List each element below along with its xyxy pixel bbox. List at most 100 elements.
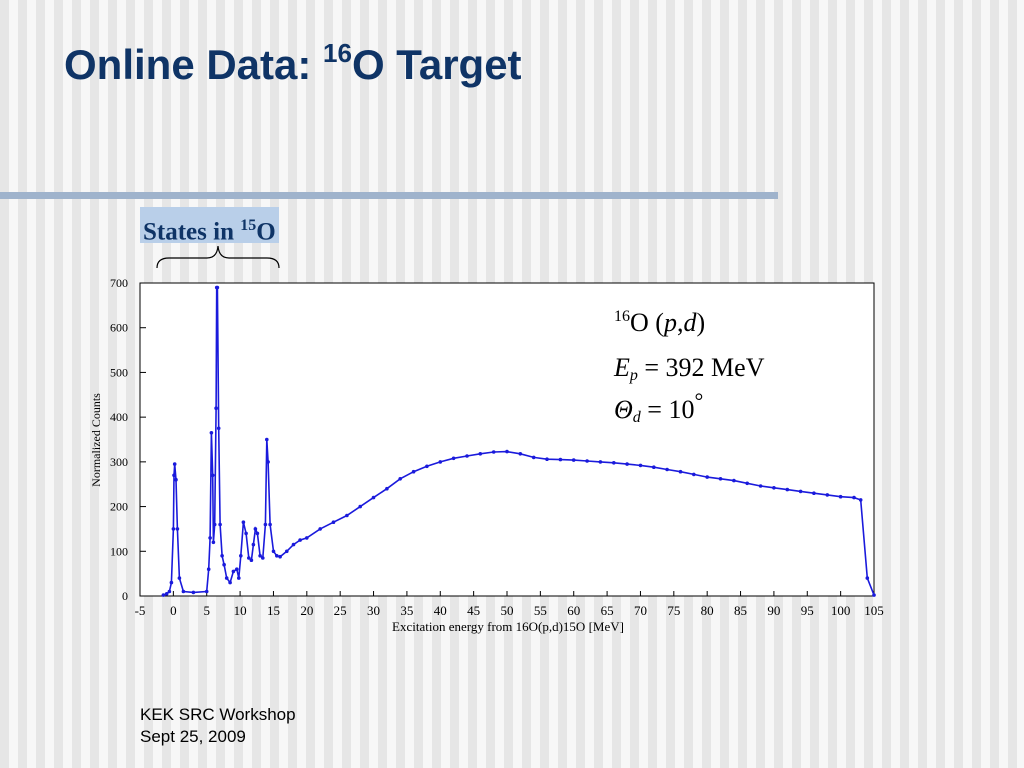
data-point <box>216 426 221 431</box>
x-tick-label: 30 <box>367 603 380 618</box>
data-point <box>175 527 180 531</box>
x-tick-label: 90 <box>767 603 780 618</box>
data-point <box>161 593 166 597</box>
data-point <box>858 498 863 502</box>
data-point <box>692 472 696 477</box>
footer: KEK SRC Workshop Sept 25, 2009 <box>140 704 296 748</box>
energy-sub: p <box>629 367 638 384</box>
data-point <box>258 554 262 558</box>
data-point <box>371 495 376 500</box>
data-point <box>785 487 790 492</box>
angle-theta: Θ <box>614 395 633 424</box>
y-axis-label: Normalized Counts <box>89 393 103 487</box>
curly-brace-icon <box>156 245 280 269</box>
data-point <box>465 454 469 458</box>
x-tick-label: 0 <box>170 603 177 618</box>
states-superscript: 15 <box>240 217 257 234</box>
x-tick-label: 5 <box>203 603 210 618</box>
title-suffix: O Target <box>351 41 522 88</box>
x-tick-label: 45 <box>467 603 480 618</box>
data-point <box>172 473 176 478</box>
data-point <box>214 406 218 411</box>
x-tick-label: 50 <box>501 603 514 618</box>
data-point <box>358 504 363 509</box>
y-axis: 0 100 200 300 400 500 600 700 <box>110 276 146 603</box>
series-line <box>163 286 875 596</box>
y-tick-label: 200 <box>110 500 128 514</box>
data-point <box>212 522 217 527</box>
data-point <box>865 576 870 580</box>
title-divider <box>0 192 778 199</box>
states-label: States in <box>143 218 241 246</box>
data-point <box>812 491 816 496</box>
data-point <box>438 460 443 464</box>
data-point <box>331 520 336 524</box>
data-point <box>425 464 429 469</box>
angle-degree: ° <box>694 388 703 413</box>
data-point <box>218 522 222 527</box>
data-point <box>247 556 251 560</box>
data-point <box>210 473 215 478</box>
angle-annotation: Θd = 10° <box>614 388 703 426</box>
data-point <box>244 531 248 536</box>
x-tick-label: 35 <box>400 603 413 618</box>
x-tick-label: 20 <box>300 603 313 618</box>
y-tick-label: 500 <box>110 365 128 379</box>
data-point <box>545 457 549 462</box>
data-point <box>478 452 483 456</box>
data-point <box>249 558 254 562</box>
data-point <box>518 452 523 456</box>
energy-e: E <box>613 353 630 382</box>
data-point <box>209 431 214 435</box>
data-point <box>271 549 276 554</box>
title-superscript: 16 <box>323 38 352 68</box>
footer-event: KEK SRC Workshop <box>140 705 296 724</box>
plot-frame <box>139 282 875 597</box>
data-point <box>222 562 226 567</box>
x-tick-label: 65 <box>601 603 614 618</box>
states-label-box: States in 15O <box>140 207 279 246</box>
data-point <box>305 536 309 540</box>
x-tick-label: 25 <box>334 603 347 618</box>
data-point <box>491 450 496 454</box>
data-point <box>825 493 830 497</box>
x-tick-label: 55 <box>534 603 547 618</box>
energy-value: = 392 MeV <box>638 353 765 382</box>
y-tick-label: 100 <box>110 544 128 558</box>
slide-title: Online Data: 16O Target <box>64 38 522 89</box>
data-point <box>585 459 589 463</box>
data-point <box>261 556 265 560</box>
reaction-p: p <box>662 308 677 337</box>
data-point <box>224 576 229 580</box>
y-tick-label: 600 <box>110 321 128 335</box>
data-point <box>705 475 709 479</box>
data-point <box>237 576 241 580</box>
reaction-sup: 16 <box>614 308 630 325</box>
data-point <box>263 522 268 527</box>
data-point <box>215 285 220 290</box>
data-point <box>798 489 803 494</box>
data-point <box>266 460 270 464</box>
angle-sub: d <box>633 409 642 426</box>
data-point <box>872 593 876 597</box>
data-point <box>164 592 169 596</box>
data-point <box>285 549 289 554</box>
data-point <box>732 478 736 483</box>
x-tick-label: 15 <box>267 603 280 618</box>
energy-annotation: Ep = 392 MeV <box>613 353 765 384</box>
data-point <box>167 589 172 594</box>
data-point <box>451 456 456 461</box>
x-tick-label: 60 <box>567 603 580 618</box>
data-point <box>241 520 246 524</box>
reaction-annotation: 16O (p,d) <box>614 308 705 337</box>
title-prefix: Online Data: <box>64 41 324 88</box>
data-point <box>268 522 272 527</box>
data-point <box>385 486 389 491</box>
y-tick-label: 300 <box>110 455 128 469</box>
x-axis: -5 0 5 10 15 20 25 30 35 40 45 50 55 60 65 70 75 80 85 90 95… <box>135 591 884 618</box>
data-point <box>208 536 212 540</box>
data-point <box>652 465 656 470</box>
data-point <box>275 554 279 558</box>
data-point <box>345 513 349 518</box>
data-point <box>278 554 282 559</box>
